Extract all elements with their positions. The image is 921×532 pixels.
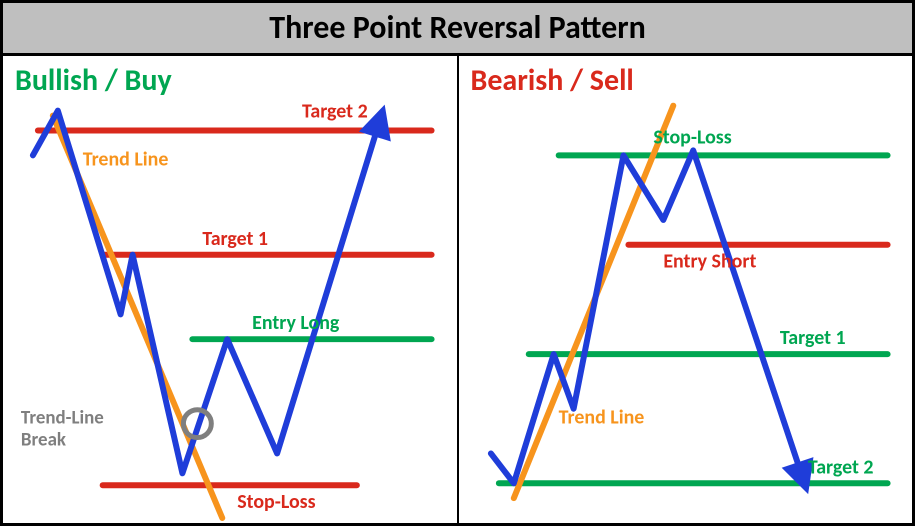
label-target1: Target 1: [779, 326, 845, 350]
label-target1: Target 1: [202, 227, 268, 251]
bullish-chart: Trend Line Trend-LineBreak Target 2 Targe…: [3, 56, 457, 523]
label-entry: Entry Long: [252, 311, 340, 335]
bearish-panel: Bearish / Sell Trend Line Stop-LossEntry…: [459, 56, 913, 523]
trend-line-label: Trend Line: [558, 406, 644, 430]
label-target2: Target 2: [807, 455, 873, 479]
trend-line-label: Trend Line: [83, 147, 169, 171]
bullish-levels: [38, 131, 432, 486]
label-stoploss: Stop-Loss: [653, 125, 731, 149]
title-text: Three Point Reversal Pattern: [269, 8, 646, 47]
trend-break-label: Trend-LineBreak: [21, 407, 104, 452]
bearish-levels: [498, 155, 887, 483]
label-entry: Entry Short: [663, 250, 756, 274]
label-target2: Target 2: [302, 100, 368, 124]
panels-container: Bullish / Buy Trend Line Trend-LineBreak…: [3, 56, 912, 523]
bearish-chart: Trend Line Stop-Loss Entry Short Target 1 T…: [459, 56, 913, 523]
label-stoploss: Stop-Loss: [237, 490, 315, 514]
diagram-frame: Three Point Reversal Pattern Bullish / B…: [0, 0, 915, 526]
title-bar: Three Point Reversal Pattern: [3, 3, 912, 56]
bullish-panel: Bullish / Buy Trend Line Trend-LineBreak…: [3, 56, 459, 523]
